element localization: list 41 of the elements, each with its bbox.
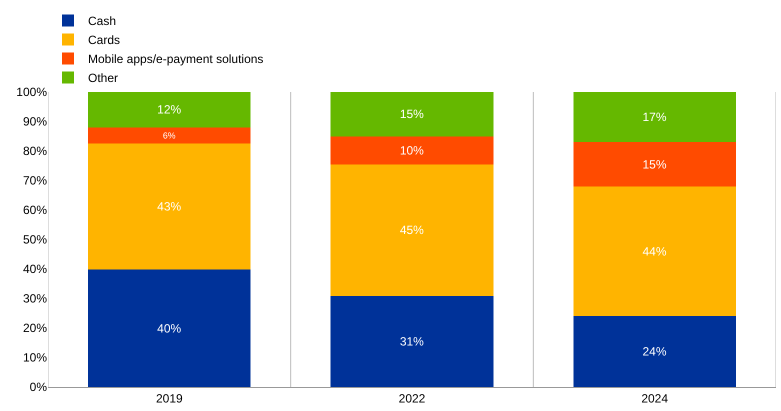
data-label: 10% bbox=[400, 143, 424, 158]
y-tick-label: 40% bbox=[22, 262, 48, 276]
y-tick-label: 100% bbox=[16, 85, 48, 100]
data-label: 40% bbox=[157, 321, 182, 336]
data-label: 12% bbox=[157, 102, 182, 117]
x-tick-label: 2024 bbox=[641, 391, 668, 406]
x-tick-label: 2019 bbox=[156, 391, 183, 406]
data-label: 17% bbox=[642, 110, 667, 124]
legend-label: Cash bbox=[88, 14, 116, 28]
y-tick-label: 0% bbox=[30, 380, 48, 394]
y-tick-label: 30% bbox=[22, 292, 48, 306]
bar bbox=[573, 92, 736, 142]
data-label: 45% bbox=[400, 223, 424, 238]
y-tick-label: 50% bbox=[22, 232, 48, 247]
bar bbox=[330, 92, 494, 136]
y-tick-label: 70% bbox=[22, 174, 48, 188]
data-label: 15% bbox=[642, 157, 667, 172]
bar bbox=[330, 164, 494, 296]
bar bbox=[330, 136, 494, 164]
y-tick-label: 80% bbox=[22, 144, 48, 158]
x-tick-label: 2022 bbox=[398, 391, 426, 406]
legend-label: Cards bbox=[88, 33, 120, 48]
bar bbox=[573, 316, 736, 387]
bar bbox=[573, 186, 736, 316]
data-label: 24% bbox=[642, 344, 667, 359]
legend-label: Other bbox=[88, 71, 118, 86]
data-label: 6% bbox=[162, 130, 176, 140]
bar bbox=[88, 270, 251, 387]
legend-label: Mobile apps/e-payment solutions bbox=[88, 52, 264, 66]
y-tick-label: 60% bbox=[22, 203, 48, 218]
bar bbox=[88, 127, 251, 144]
data-label: 31% bbox=[400, 334, 424, 349]
y-tick-label: 20% bbox=[22, 321, 48, 336]
data-label: 44% bbox=[642, 244, 667, 258]
bar bbox=[330, 296, 494, 387]
data-label: 15% bbox=[400, 107, 424, 122]
y-tick-label: 10% bbox=[22, 350, 48, 365]
y-tick-label: 90% bbox=[22, 114, 48, 129]
bar bbox=[573, 142, 736, 186]
bar bbox=[88, 144, 251, 270]
data-label: 43% bbox=[157, 200, 182, 214]
